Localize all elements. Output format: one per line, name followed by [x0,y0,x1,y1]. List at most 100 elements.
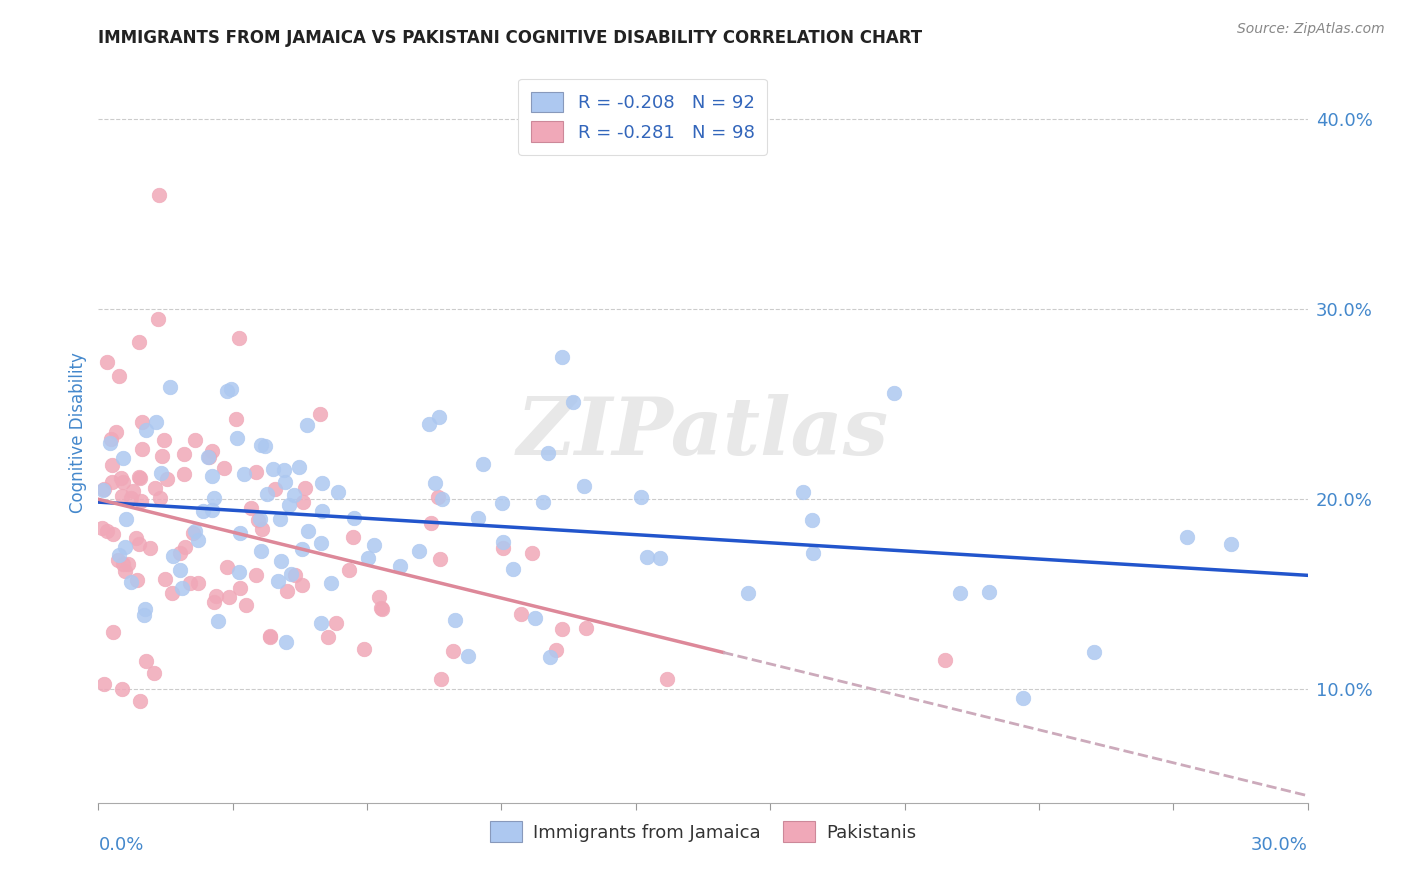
Point [423,476,446,491]
Point [155,472,177,486]
Point [342,530,364,544]
Point [107,549,129,563]
Point [128,537,150,551]
Point [124,531,146,545]
Point [245,568,267,582]
Point [551,622,574,636]
Point [311,536,333,550]
Point [263,482,285,496]
Point [143,666,166,681]
Point [429,551,451,566]
Point [202,595,225,609]
Point [792,484,814,499]
Point [533,495,555,509]
Point [467,511,489,525]
Point [179,576,201,591]
Point [233,467,256,482]
Point [197,450,219,465]
Point [201,503,224,517]
Point [110,471,132,485]
Point [150,449,173,463]
Point [979,584,1001,599]
Point [212,460,235,475]
Point [228,566,250,580]
Point [245,465,267,479]
Point [111,450,134,465]
Point [191,504,214,518]
Point [207,614,229,628]
Point [283,488,305,502]
Point [169,563,191,577]
Point [256,487,278,501]
Text: ZIPatlas: ZIPatlas [517,394,889,471]
Point [134,601,156,615]
Point [169,545,191,559]
Point [1175,530,1198,544]
Point [288,460,311,475]
Point [117,558,139,572]
Point [100,458,122,472]
Point [129,493,152,508]
Legend: Immigrants from Jamaica, Pakistanis: Immigrants from Jamaica, Pakistanis [482,814,924,849]
Point [105,425,128,440]
Point [502,562,524,576]
Point [259,630,281,644]
Point [353,641,375,656]
Point [883,386,905,401]
Point [537,446,560,460]
Point [291,541,314,556]
Point [250,543,273,558]
Point [96,524,118,538]
Point [129,471,152,485]
Point [162,549,184,564]
Point [129,694,152,708]
Point [249,512,271,526]
Point [297,418,319,433]
Point [253,439,276,453]
Point [132,608,155,623]
Point [101,475,124,489]
Point [252,522,274,536]
Point [934,653,956,667]
Point [184,433,207,447]
Point [125,573,148,587]
Point [297,524,319,538]
Point [274,475,297,489]
Point [198,450,221,464]
Point [159,380,181,394]
Point [290,578,312,592]
Point [343,511,366,525]
Point [492,541,515,555]
Point [201,443,224,458]
Point [309,407,332,421]
Point [91,483,114,497]
Point [357,550,380,565]
Point [98,436,121,450]
Point [636,550,658,565]
Point [162,586,184,600]
Point [949,586,972,600]
Point [630,490,652,504]
Point [427,409,450,424]
Point [491,496,513,510]
Point [218,590,240,604]
Text: Source: ZipAtlas.com: Source: ZipAtlas.com [1237,22,1385,37]
Point [1083,645,1105,659]
Point [114,541,136,555]
Point [143,481,166,495]
Point [1220,536,1243,550]
Point [150,467,173,481]
Point [562,394,585,409]
Point [240,501,263,516]
Point [337,563,360,577]
Point [520,546,543,560]
Point [204,589,226,603]
Point [120,575,142,590]
Point [145,416,167,430]
Point [427,490,450,504]
Point [524,610,547,624]
Point [120,491,142,505]
Point [292,495,315,509]
Point [276,584,298,599]
Point [128,335,150,350]
